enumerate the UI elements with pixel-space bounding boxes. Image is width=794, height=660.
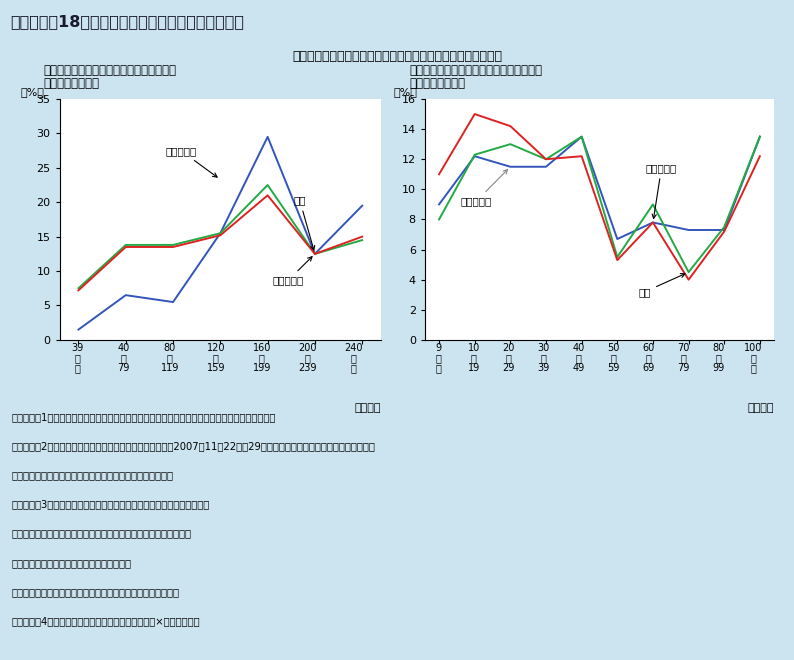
Text: 80
～
119: 80 ～ 119 — [160, 343, 179, 373]
Text: 30
～
39: 30 ～ 39 — [538, 343, 549, 373]
Text: 80
～
99: 80 ～ 99 — [712, 343, 724, 373]
Text: （時間）: （時間） — [748, 403, 774, 412]
Text: 4．月間総労働時間＝１日当たり労働時間×月間労働日数: 4．月間総労働時間＝１日当たり労働時間×月間労働日数 — [12, 616, 201, 626]
Text: 総計: 総計 — [294, 195, 314, 250]
Text: ・「収入を増やしたいから」: ・「収入を増やしたいから」 — [12, 558, 132, 568]
Text: 総計: 総計 — [638, 274, 685, 297]
Text: 40
～
49: 40 ～ 49 — [572, 343, 584, 373]
Text: （副業の理由別）: （副業の理由別） — [409, 77, 465, 90]
Text: 60
～
69: 60 ～ 69 — [642, 343, 654, 373]
Text: （副業の理由別）: （副業の理由別） — [44, 77, 100, 90]
Text: 120
～
159: 120 ～ 159 — [206, 343, 225, 373]
Text: 独立したい: 独立したい — [166, 146, 217, 177]
Text: 10
～
19: 10 ～ 19 — [468, 343, 480, 373]
Text: 200
～
239: 200 ～ 239 — [299, 343, 317, 373]
Text: 100
以
上: 100 以 上 — [744, 343, 762, 373]
Text: 39
以
下: 39 以 下 — [71, 343, 84, 373]
Text: （時間）: （時間） — [355, 403, 381, 412]
Text: ・「ローンなど借金や負債を抱えているため」: ・「ローンなど借金や負債を抱えているため」 — [12, 587, 180, 597]
Text: （１）副業者の本業の月間総労働時間分布: （１）副業者の本業の月間総労働時間分布 — [44, 64, 177, 77]
Text: （%）: （%） — [21, 86, 44, 96]
Text: ・「１つの仕事だけでは生活自体が営めないから」: ・「１つの仕事だけでは生活自体が営めないから」 — [12, 529, 192, 539]
Text: 70
～
79: 70 ～ 79 — [677, 343, 689, 373]
Text: （%）: （%） — [393, 86, 417, 96]
Text: 50
～
59: 50 ～ 59 — [607, 343, 619, 373]
Text: 9
以
下: 9 以 下 — [436, 343, 441, 373]
Text: 3．「金銭のため」は、次の選択肢をまとめて集計したもの。: 3．「金銭のため」は、次の選択肢をまとめて集計したもの。 — [12, 500, 210, 510]
Text: 160
～
199: 160 ～ 199 — [252, 343, 271, 373]
Text: 金銭のため: 金銭のため — [646, 163, 677, 218]
Text: 金銭のため: 金銭のため — [272, 257, 312, 286]
Text: （２）副業者の副業の月間総労働時間分布: （２）副業者の副業の月間総労働時間分布 — [409, 64, 542, 77]
Text: 独立志向の高い副業者は特に本業において労働時間が長い傾向: 独立志向の高い副業者は特に本業において労働時間が長い傾向 — [292, 50, 502, 63]
Text: 20
～
29: 20 ～ 29 — [503, 343, 515, 373]
Text: 第３－１－18図　独立志向副業実施者の本業と副業: 第３－１－18図 独立志向副業実施者の本業と副業 — [10, 14, 245, 29]
Text: 独立したい: 独立したい — [461, 170, 507, 207]
Text: 240
以
上: 240 以 上 — [345, 343, 363, 373]
Text: 40
～
79: 40 ～ 79 — [118, 343, 130, 373]
Text: （備考）　1．独立行政法人労働政策研究・研修機構「副業者の就労に関する調査」により作成。: （備考） 1．独立行政法人労働政策研究・研修機構「副業者の就労に関する調査」によ… — [12, 412, 276, 422]
Text: 労働日数は直近の月について調査している。: 労働日数は直近の月について調査している。 — [12, 471, 174, 480]
Text: 2．「副業者の就労に関する調査」の調査期間は2007年11月22日～29日。１日当たり労働時間は直近の週、月間: 2．「副業者の就労に関する調査」の調査期間は2007年11月22日～29日。１日… — [12, 442, 376, 451]
